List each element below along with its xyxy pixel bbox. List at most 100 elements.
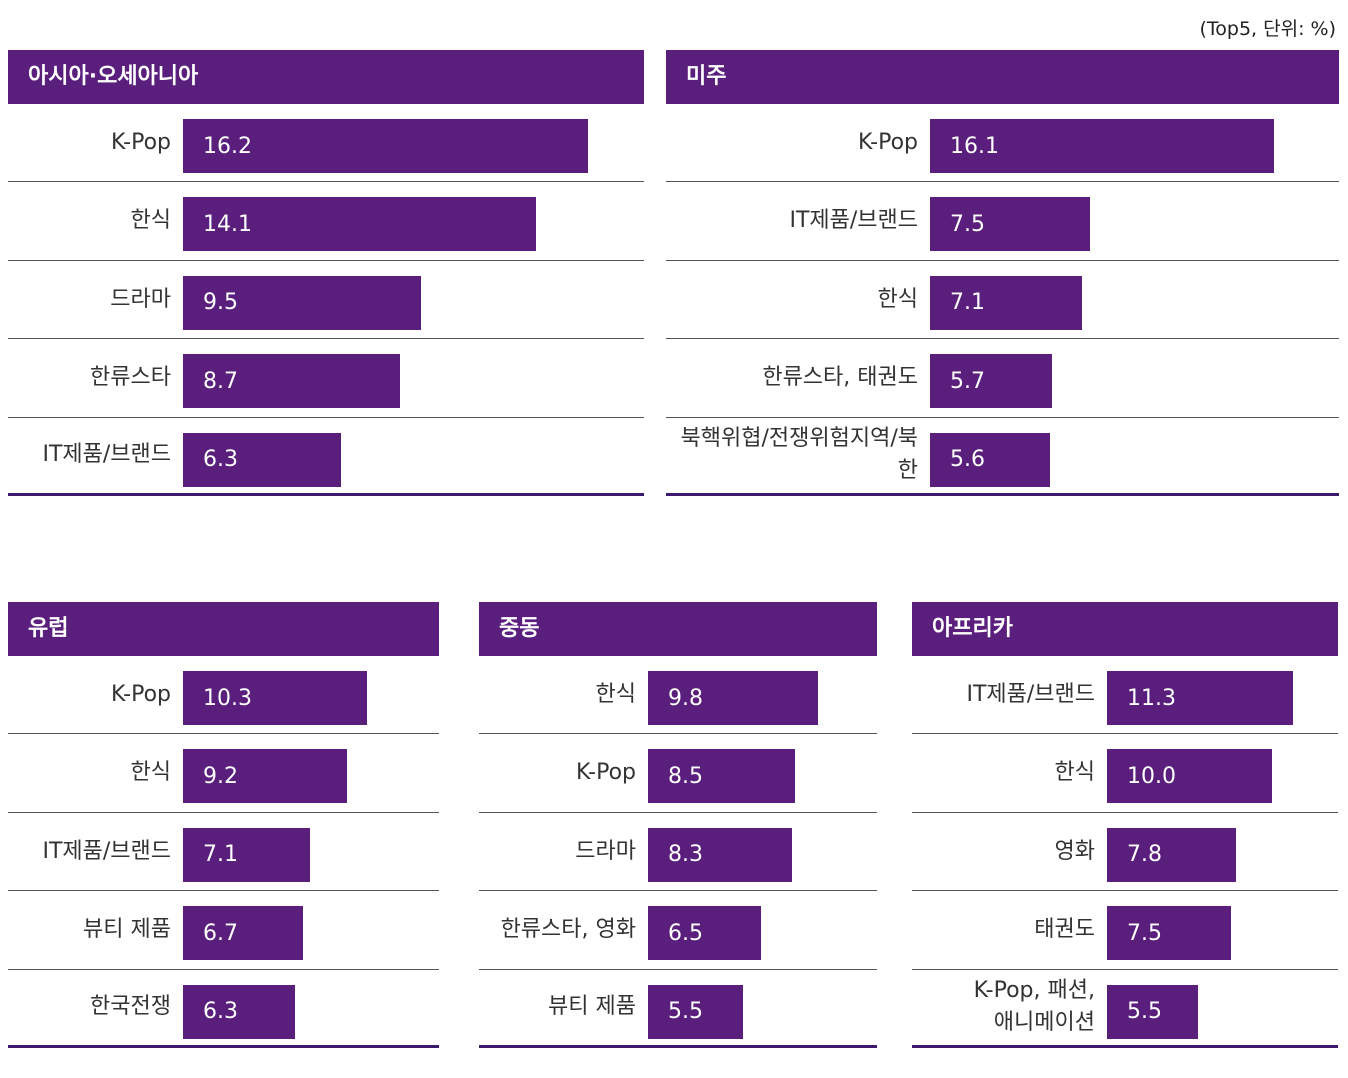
- value-label: 16.1: [950, 133, 999, 159]
- chart-row: 한류스타, 태권도 5.7: [666, 339, 1339, 418]
- category-label: K-Pop: [111, 681, 171, 707]
- value-label: 6.3: [203, 447, 238, 473]
- bar: 8.3: [648, 827, 792, 882]
- bar: 16.1: [930, 119, 1274, 173]
- value-label: 9.2: [203, 763, 238, 789]
- bar: 9.5: [183, 275, 421, 330]
- value-label: 16.2: [203, 133, 252, 159]
- chart-row: 영화 7.8: [912, 813, 1338, 892]
- chart-row: 한류스타, 영화 6.5: [479, 891, 877, 970]
- chart-row: IT제품/브랜드 11.3: [912, 656, 1338, 735]
- category-label: K-Pop: [858, 129, 918, 155]
- category-label: 북핵위협/전쟁위험지역/북한: [680, 426, 918, 484]
- category-label: IT제품/브랜드: [42, 442, 171, 468]
- category-label: 뷰티 제품: [548, 994, 636, 1020]
- category-label: 한식: [1054, 760, 1095, 786]
- bar: 7.1: [183, 827, 310, 882]
- bar: 11.3: [1107, 671, 1293, 725]
- chart-row: 한국전쟁 6.3: [8, 970, 439, 1048]
- value-label: 8.7: [203, 368, 238, 394]
- bar: 6.3: [183, 432, 341, 487]
- chart-row: K-Pop 8.5: [479, 734, 877, 813]
- bar: 7.5: [1107, 906, 1231, 961]
- category-label: 한류스타, 영화: [500, 916, 636, 942]
- chart-title: 아시아·오세아니아: [8, 50, 644, 104]
- chart-panel: 미주 K-Pop 16.1 IT제품/브랜드 7.5 한식 7.1 한류스타, 태권도 5.7 북…: [666, 50, 1339, 500]
- category-label: 한류스타: [90, 364, 171, 390]
- category-label: 한식: [130, 760, 171, 786]
- bar: 9.8: [648, 671, 818, 725]
- chart-row: K-Pop, 패션, 애니메이션 5.5: [912, 970, 1338, 1048]
- category-label: 한식: [130, 208, 171, 234]
- category-label: 뷰티 제품: [83, 916, 171, 942]
- category-label: K-Pop: [111, 129, 171, 155]
- value-label: 10.0: [1127, 763, 1176, 789]
- chart-title: 중동: [479, 602, 877, 656]
- category-label: K-Pop, 패션, 애니메이션: [973, 978, 1095, 1036]
- chart-row: 드라마 9.5: [8, 261, 644, 340]
- value-label: 9.5: [203, 290, 238, 316]
- value-label: 7.8: [1127, 842, 1162, 868]
- value-label: 5.5: [1127, 999, 1162, 1025]
- chart-row: 뷰티 제품 5.5: [479, 970, 877, 1048]
- category-label: IT제품/브랜드: [42, 838, 171, 864]
- category-label: IT제품/브랜드: [966, 681, 1095, 707]
- chart-title: 미주: [666, 50, 1339, 104]
- value-label: 7.1: [950, 290, 985, 316]
- chart-row: 한식 10.0: [912, 734, 1338, 813]
- value-label: 9.8: [668, 685, 703, 711]
- chart-row: K-Pop 10.3: [8, 656, 439, 735]
- bar: 6.7: [183, 906, 303, 961]
- chart-row: IT제품/브랜드 7.5: [666, 182, 1339, 261]
- bar: 8.7: [183, 354, 400, 409]
- bar: 8.5: [648, 749, 795, 804]
- bar: 5.5: [648, 984, 743, 1039]
- value-label: 6.3: [203, 999, 238, 1025]
- chart-row: 태권도 7.5: [912, 891, 1338, 970]
- chart-title: 유럽: [8, 602, 439, 656]
- chart-row: 북핵위협/전쟁위험지역/북한 5.6: [666, 418, 1339, 496]
- value-label: 5.6: [950, 447, 985, 473]
- bar: 7.1: [930, 275, 1082, 330]
- bar: 10.0: [1107, 749, 1272, 804]
- category-label: 태권도: [1034, 916, 1095, 942]
- unit-note: (Top5, 단위: %): [1199, 18, 1336, 40]
- chart-title: 아프리카: [912, 602, 1338, 656]
- value-label: 5.5: [668, 999, 703, 1025]
- category-label: 한국전쟁: [90, 994, 171, 1020]
- chart-panel: 아프리카 IT제품/브랜드 11.3 한식 10.0 영화 7.8 태권도 7.5 K-Pop, …: [912, 602, 1338, 1052]
- chart-row: 드라마 8.3: [479, 813, 877, 892]
- value-label: 11.3: [1127, 685, 1176, 711]
- bar: 14.1: [183, 197, 536, 252]
- category-label: 한식: [877, 286, 918, 312]
- chart-row: 한식 9.8: [479, 656, 877, 735]
- value-label: 8.5: [668, 763, 703, 789]
- chart-row: 한식 7.1: [666, 261, 1339, 340]
- category-label: K-Pop: [576, 760, 636, 786]
- value-label: 10.3: [203, 685, 252, 711]
- bar: 5.5: [1107, 984, 1198, 1039]
- value-label: 7.5: [950, 211, 985, 237]
- chart-panel: 유럽 K-Pop 10.3 한식 9.2 IT제품/브랜드 7.1 뷰티 제품 6.7 한국전쟁 6…: [8, 602, 439, 1052]
- chart-panel: 아시아·오세아니아 K-Pop 16.2 한식 14.1 드라마 9.5 한류스타 8.7 IT제…: [8, 50, 644, 500]
- bar: 7.8: [1107, 827, 1236, 882]
- chart-row: 한식 14.1: [8, 182, 644, 261]
- value-label: 6.7: [203, 920, 238, 946]
- chart-panel: 중동 한식 9.8 K-Pop 8.5 드라마 8.3 한류스타, 영화 6.5 뷰티 제품 5.5: [479, 602, 877, 1052]
- value-label: 6.5: [668, 920, 703, 946]
- chart-row: IT제품/브랜드 7.1: [8, 813, 439, 892]
- value-label: 5.7: [950, 368, 985, 394]
- bar: 7.5: [930, 197, 1090, 252]
- bar: 10.3: [183, 671, 367, 725]
- value-label: 14.1: [203, 211, 252, 237]
- bar: 16.2: [183, 119, 588, 173]
- category-label: 드라마: [575, 838, 636, 864]
- bar: 6.5: [648, 906, 761, 961]
- category-label: 한류스타, 태권도: [762, 364, 918, 390]
- bar: 9.2: [183, 749, 347, 804]
- chart-row: K-Pop 16.2: [8, 104, 644, 183]
- value-label: 8.3: [668, 842, 703, 868]
- category-label: IT제품/브랜드: [789, 208, 918, 234]
- chart-row: IT제품/브랜드 6.3: [8, 418, 644, 496]
- chart-row: K-Pop 16.1: [666, 104, 1339, 183]
